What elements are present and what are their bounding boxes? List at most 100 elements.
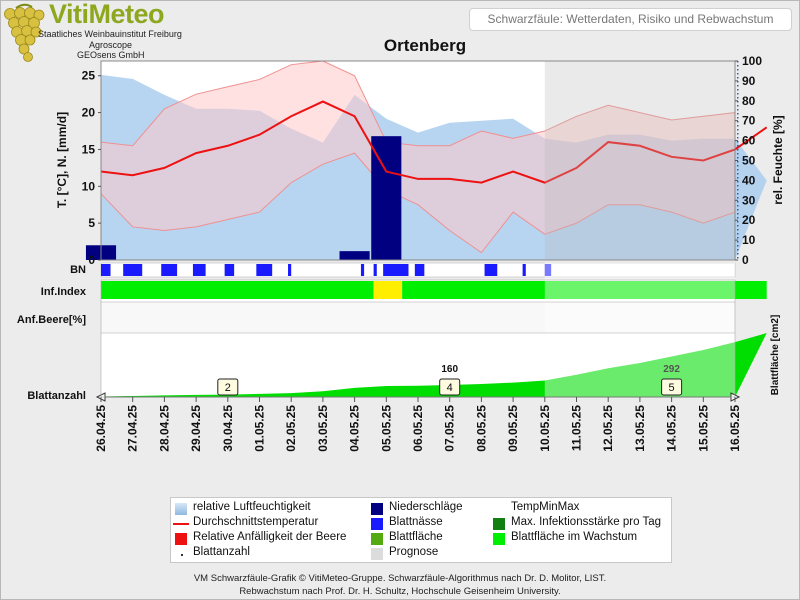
legend-item: Max. Infektionsstärke pro Tag — [511, 516, 661, 528]
axis-dot — [737, 61, 739, 63]
leaf-wetness-bar — [544, 264, 552, 276]
prognosis-overlay — [544, 262, 735, 397]
axis-dot — [737, 101, 739, 103]
axis-dot — [737, 73, 739, 75]
leaf-count-label: 5 — [669, 382, 675, 394]
right-tick-label: 60 — [742, 134, 756, 148]
institution-2: Agroscope — [89, 40, 133, 50]
leaf-wetness-bar — [224, 264, 235, 276]
axis-dot — [737, 193, 739, 195]
berry-row-bg — [101, 302, 735, 333]
axis-dot — [737, 109, 739, 111]
right-tick-label: 30 — [742, 193, 756, 207]
axis-dot — [737, 157, 739, 159]
axis-dot — [737, 133, 739, 135]
legend-swatch — [175, 503, 187, 515]
axis-dot — [737, 161, 739, 163]
institution-3: GEOsens GmbH — [77, 50, 145, 60]
legend-item: Blattfläche im Wachstum — [511, 531, 638, 543]
row-label: BN — [70, 264, 86, 276]
axis-dot — [737, 177, 739, 179]
leaf-wetness-bar — [123, 264, 143, 276]
axis-dot — [737, 213, 739, 215]
row-label: Blattanzahl — [27, 390, 86, 402]
leaf-wetness-bar — [484, 264, 498, 276]
left-tick-label: 10 — [82, 179, 96, 193]
legend-swatch — [493, 503, 505, 515]
axis-dot — [737, 97, 739, 99]
right-tick-label: 100 — [742, 54, 762, 68]
leaf-count-label: 4 — [447, 382, 453, 394]
legend-swatch — [493, 518, 505, 530]
date-tick-label: 28.04.25 — [157, 405, 171, 452]
axis-dot — [737, 129, 739, 131]
legend: relative Luftfeuchtigkeit Niederschläge Te… — [170, 497, 672, 563]
axis-dot — [737, 117, 739, 119]
axis-dot — [737, 85, 739, 87]
axis-dot — [737, 241, 739, 243]
row-label: Anf.Beere[%] — [17, 314, 86, 326]
right-tick-label: 0 — [742, 253, 749, 267]
axis-dot — [737, 165, 739, 167]
legend-item: Durchschnittstemperatur — [193, 516, 319, 528]
date-tick-label: 14.05.25 — [665, 405, 679, 452]
axis-dot — [737, 197, 739, 199]
date-tick-label: 03.05.25 — [316, 405, 330, 452]
axis-dot — [737, 217, 739, 219]
leaf-wetness-bar — [256, 264, 273, 276]
date-tick-label: 09.05.25 — [506, 405, 520, 452]
axis-dot — [737, 153, 739, 155]
legend-item: Prognose — [389, 546, 439, 558]
legend-swatch — [175, 533, 187, 545]
date-tick-label: 08.05.25 — [474, 405, 488, 452]
left-tick-label: 15 — [82, 142, 96, 156]
axis-dot — [737, 245, 739, 247]
axis-dot — [737, 257, 739, 259]
axis-dot — [737, 89, 739, 91]
date-tick-label: 26.04.25 — [94, 405, 108, 452]
date-tick-label: 02.05.25 — [284, 405, 298, 452]
axis-dot — [737, 209, 739, 211]
legend-item: Blattnässe — [389, 516, 443, 528]
date-tick-label: 13.05.25 — [633, 405, 647, 452]
axis-dot — [737, 113, 739, 115]
left-tick-label: 5 — [88, 216, 95, 230]
leaf-wetness-bar — [288, 264, 292, 276]
right-tick-label: 40 — [742, 173, 756, 187]
footer-credit-2: Rebwachstum nach Prof. Dr. H. Schultz, H… — [239, 586, 561, 597]
date-tick-label: 06.05.25 — [411, 405, 425, 452]
leaf-wetness-bar — [360, 264, 365, 276]
legend-swatch — [371, 548, 383, 560]
legend-item: Blattfläche — [389, 531, 443, 543]
axis-dot — [737, 121, 739, 123]
leaf-wetness-bar — [414, 264, 425, 276]
leaf-area-label: 160 — [441, 364, 458, 375]
leaf-wetness-bar — [101, 264, 111, 276]
infection-bar — [101, 281, 374, 299]
axis-dot — [737, 105, 739, 107]
leaf-area-axis-title: Blattfläche [cm2] — [770, 315, 781, 396]
legend-swatch — [371, 518, 383, 530]
mean-temp-line — [100, 100, 768, 184]
left-tick-label: 0 — [88, 253, 95, 267]
infection-bar — [402, 281, 767, 299]
axis-dot — [737, 185, 739, 187]
axis-dot — [737, 229, 739, 231]
date-tick-label: 11.05.25 — [570, 405, 584, 451]
date-tick-label: 10.05.25 — [538, 405, 552, 452]
axis-dot — [737, 201, 739, 203]
axis-dot — [737, 125, 739, 127]
grape-icon — [4, 3, 45, 62]
axis-dot — [737, 221, 739, 223]
axis-dot — [737, 141, 739, 143]
legend-item: Niederschläge — [389, 501, 463, 513]
axis-dot — [737, 173, 739, 175]
date-tick-label: 16.05.25 — [728, 405, 742, 452]
infection-bar — [373, 281, 403, 299]
axis-dot — [737, 205, 739, 207]
chart-subtitle: Schwarzfäule: Wetterdaten, Risiko und Re… — [469, 8, 792, 31]
leaf-wetness-bar — [522, 264, 526, 276]
axis-dot — [737, 237, 739, 239]
leaf-wetness-bar — [373, 264, 377, 276]
